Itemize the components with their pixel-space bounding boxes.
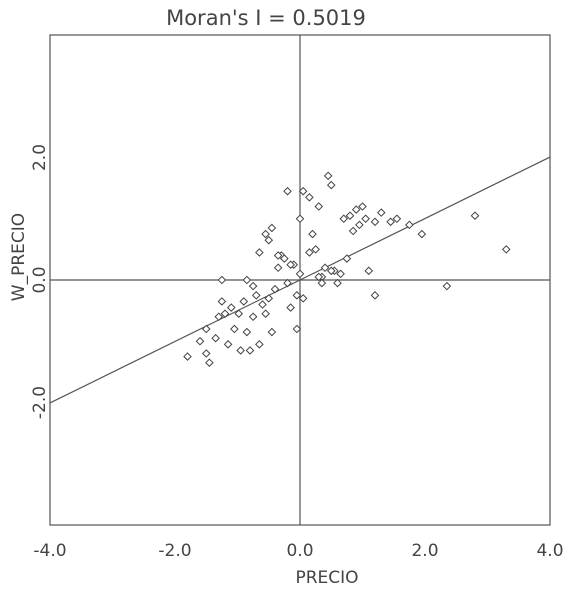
data-point [286, 260, 295, 269]
data-point [292, 291, 302, 300]
data-point [273, 251, 283, 260]
data-point [201, 324, 211, 334]
data-point [345, 211, 355, 220]
data-point [298, 294, 308, 303]
data-point [470, 211, 480, 220]
data-point [264, 235, 274, 245]
data-point [248, 281, 258, 291]
data-point [239, 297, 249, 306]
data-point [358, 202, 367, 211]
data-point [308, 229, 317, 239]
data-point [392, 214, 402, 224]
data-point [211, 333, 220, 343]
data-point [326, 180, 336, 190]
x-tick-label: -2.0 [158, 541, 191, 561]
data-point [364, 266, 374, 276]
y-tick-label: 0.0 [30, 266, 50, 293]
data-point [217, 297, 227, 306]
data-point [295, 269, 305, 279]
data-point [255, 248, 264, 257]
data-point [326, 266, 336, 276]
data-point [314, 202, 324, 211]
x-tick-label: -4.0 [33, 541, 66, 561]
data-point [370, 291, 380, 300]
data-point [405, 220, 414, 230]
data-point [273, 263, 283, 273]
data-point [255, 340, 264, 349]
data-point [242, 275, 252, 285]
y-tick-label: -2.0 [30, 386, 50, 419]
data-point [264, 294, 274, 303]
data-point [311, 245, 320, 254]
data-point [342, 254, 352, 263]
y-axis-label: W_PRECIO [9, 213, 29, 301]
regression-line [49, 156, 551, 404]
data-point [230, 324, 239, 334]
x-tick-label: 2.0 [411, 541, 438, 561]
data-point [286, 303, 295, 312]
data-point [295, 214, 305, 224]
y-tick-label: 2.0 [30, 144, 50, 171]
data-point [267, 223, 277, 233]
data-point [242, 327, 252, 337]
chart-title: Moran's I = 0.5019 [166, 6, 366, 30]
data-point [336, 269, 345, 279]
data-point [370, 217, 380, 227]
data-point [417, 229, 427, 239]
data-point [261, 229, 270, 239]
data-point [195, 336, 205, 346]
data-point [305, 193, 314, 202]
data-point [317, 278, 327, 288]
points-layer [183, 171, 511, 367]
data-point [245, 346, 255, 355]
data-point [501, 245, 511, 254]
data-point [386, 217, 395, 227]
data-point [236, 346, 245, 355]
x-axis-label: PRECIO [295, 568, 358, 588]
data-point [323, 171, 333, 181]
data-point [270, 284, 280, 294]
data-point [376, 208, 386, 217]
data-point [261, 309, 270, 318]
data-point [280, 254, 289, 263]
data-point [339, 214, 349, 224]
data-point [220, 309, 230, 318]
data-point [298, 186, 308, 196]
data-point [205, 358, 214, 367]
data-point [248, 312, 258, 322]
x-tick-label: 0.0 [286, 541, 313, 561]
data-point [283, 278, 292, 288]
data-point [226, 303, 236, 312]
data-point [251, 291, 261, 300]
data-point [258, 300, 267, 309]
x-tick-label: 4.0 [536, 541, 563, 561]
y-tick-labels: -2.0 0.0 2.0 [30, 144, 50, 419]
data-point [348, 226, 358, 236]
data-point [355, 220, 364, 230]
data-point [234, 309, 244, 318]
data-point [442, 281, 452, 291]
data-point [214, 312, 224, 322]
data-point [217, 275, 227, 285]
x-tick-labels: -4.0 -2.0 0.0 2.0 4.0 [33, 541, 563, 561]
data-point [351, 205, 361, 214]
data-point [314, 272, 324, 282]
data-point [292, 324, 302, 334]
data-point [320, 263, 330, 273]
data-point [283, 186, 292, 196]
data-point [201, 349, 211, 358]
data-point [305, 248, 314, 257]
data-point [267, 327, 277, 337]
data-point [183, 352, 192, 361]
data-point [223, 340, 233, 349]
data-point [361, 214, 370, 224]
data-point [333, 278, 342, 288]
